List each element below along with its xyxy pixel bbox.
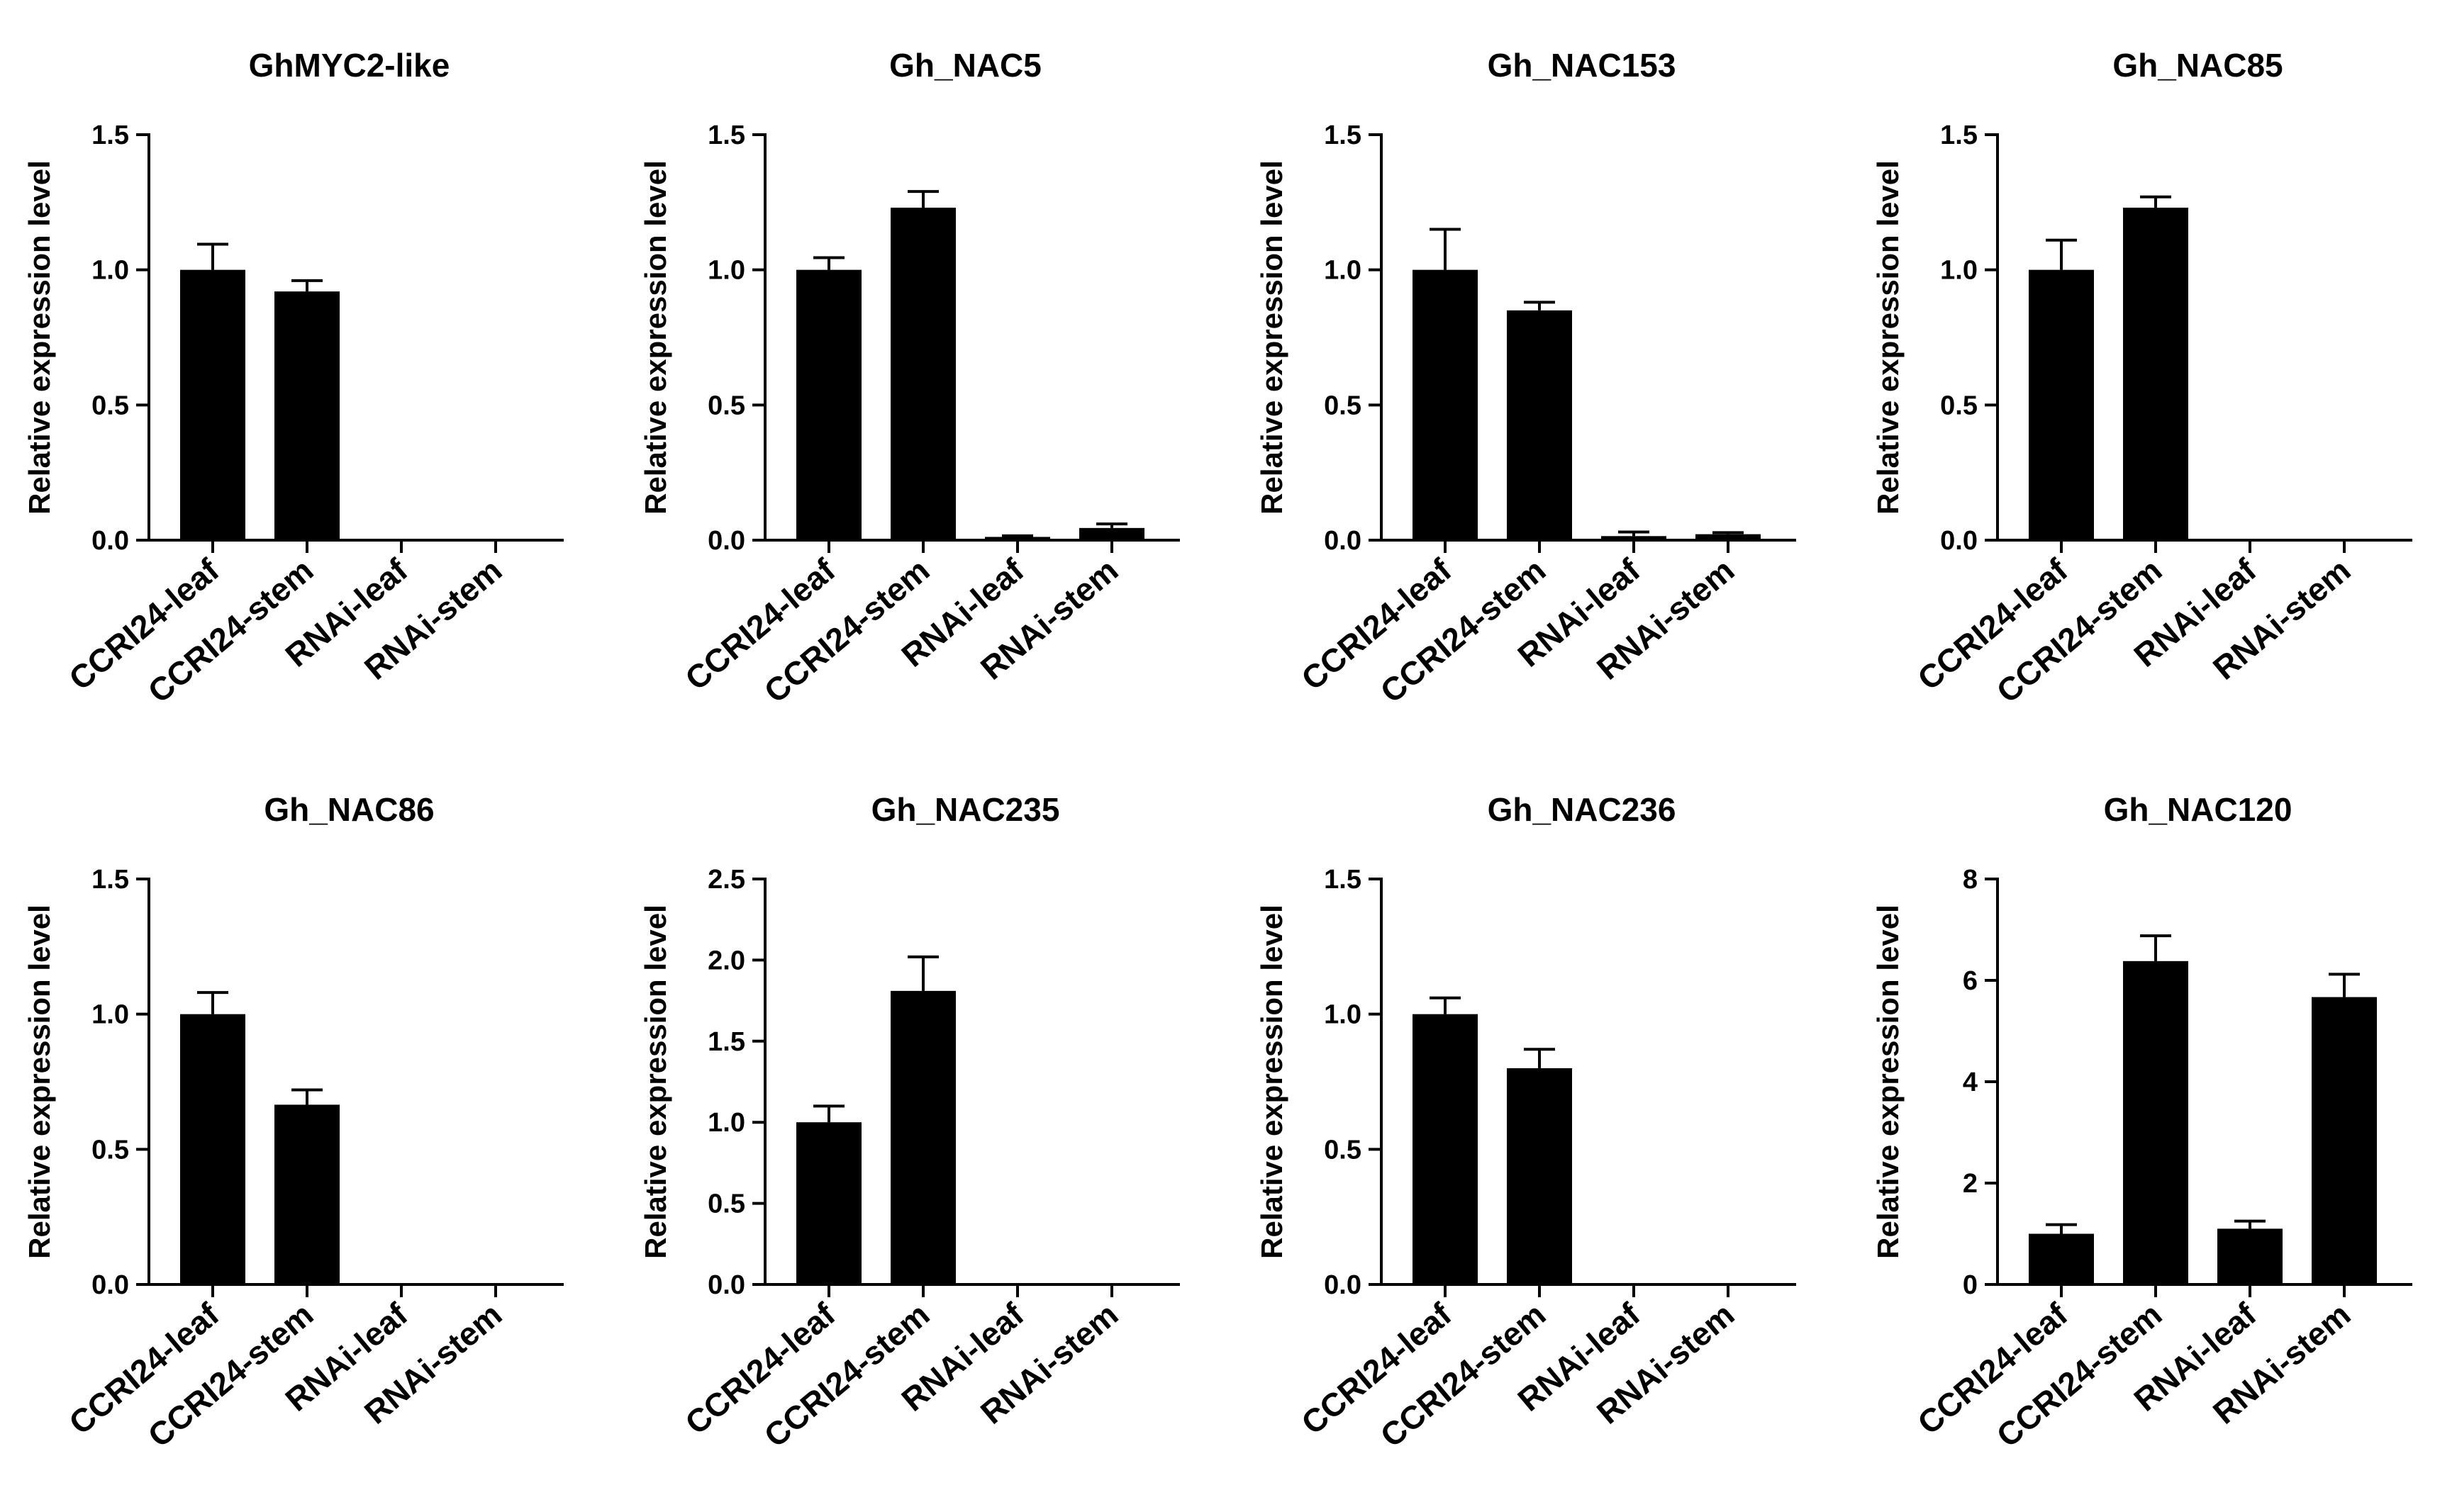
y-axis-label: Relative expression level bbox=[1871, 905, 1905, 1259]
bar bbox=[1413, 269, 1478, 540]
bar bbox=[1507, 1068, 1572, 1284]
x-tick-label: CCRI24-stem bbox=[757, 1296, 937, 1455]
y-tick-label: 2.5 bbox=[708, 865, 745, 895]
bar bbox=[180, 1014, 245, 1284]
y-tick-label: 1.0 bbox=[708, 1108, 745, 1138]
y-tick-label: 0.0 bbox=[1324, 526, 1361, 556]
chart-panel-3: Gh_NAC153 Relative expression level 0.0 0.5… bbox=[1255, 47, 1796, 710]
bar bbox=[2123, 207, 2188, 540]
chart-title: Gh_NAC85 bbox=[2112, 47, 2283, 84]
y-tick-label: 1.5 bbox=[1324, 121, 1361, 150]
y-tick-label: 0.0 bbox=[91, 1270, 129, 1300]
bar bbox=[796, 269, 862, 540]
bar bbox=[2312, 997, 2377, 1284]
x-tick-label: CCRI24-stem bbox=[1990, 551, 2169, 710]
y-tick-label: 1.5 bbox=[1940, 121, 1978, 150]
chart-panel-8: Gh_NAC120 Relative expression level 0 2 4 6 8 C… bbox=[1871, 791, 2412, 1455]
y-axis-label: Relative expression level bbox=[23, 905, 56, 1259]
y-axis-label: Relative expression level bbox=[23, 160, 56, 515]
y-tick-label: 0.5 bbox=[1324, 1135, 1361, 1165]
y-tick-label: 1.5 bbox=[708, 1027, 745, 1057]
chart-title: Gh_NAC5 bbox=[889, 47, 1042, 84]
bar bbox=[180, 269, 245, 540]
bar bbox=[1079, 527, 1144, 540]
bar bbox=[2217, 1228, 2283, 1284]
y-tick-label: 8 bbox=[1963, 865, 1978, 895]
y-axis-label: Relative expression level bbox=[1255, 905, 1288, 1259]
bar bbox=[1507, 310, 1572, 540]
bar bbox=[1601, 536, 1666, 540]
x-tick-label: CCRI24-stem bbox=[757, 551, 937, 710]
bar bbox=[2029, 1233, 2094, 1284]
y-tick-label: 1.0 bbox=[708, 256, 745, 286]
x-tick-label: CCRI24-stem bbox=[141, 1296, 321, 1455]
y-axis-label: Relative expression level bbox=[1871, 160, 1905, 515]
y-tick-label: 0.0 bbox=[708, 1270, 745, 1300]
chart-panel-1: GhMYC2-like Relative expression level 0.0 0… bbox=[23, 47, 564, 710]
chart-panel-6: Gh_NAC235 Relative expression level 0.0 0.5… bbox=[639, 791, 1180, 1455]
y-tick-label: 1.0 bbox=[91, 1000, 129, 1030]
chart-title: Gh_NAC236 bbox=[1488, 791, 1676, 828]
y-axis-label: Relative expression level bbox=[639, 160, 672, 515]
bar bbox=[891, 990, 956, 1284]
bar bbox=[2029, 269, 2094, 540]
y-axis-label: Relative expression level bbox=[639, 905, 672, 1259]
y-tick-label: 1.0 bbox=[1324, 1000, 1361, 1030]
chart-panel-4: Gh_NAC85 Relative expression level 0.0 0.5 1… bbox=[1871, 47, 2412, 710]
y-tick-label: 0.0 bbox=[1324, 1270, 1361, 1300]
chart-title: Gh_NAC235 bbox=[871, 791, 1060, 828]
y-tick-label: 1.0 bbox=[91, 256, 129, 286]
bar bbox=[2123, 961, 2188, 1284]
chart-panel-2: Gh_NAC5 Relative expression level 0.0 0.5 1.… bbox=[639, 47, 1180, 710]
y-tick-label: 0.0 bbox=[91, 526, 129, 556]
y-tick-label: 0 bbox=[1963, 1270, 1978, 1300]
chart-panel-5: Gh_NAC86 Relative expression level 0.0 0.5 1… bbox=[23, 791, 564, 1455]
x-tick-label: CCRI24-stem bbox=[1374, 1296, 1553, 1455]
y-tick-label: 1.5 bbox=[91, 865, 129, 895]
y-tick-label: 0.0 bbox=[708, 526, 745, 556]
bar bbox=[1413, 1014, 1478, 1284]
x-tick-label: CCRI24-stem bbox=[1374, 551, 1553, 710]
bar bbox=[274, 1104, 340, 1284]
y-tick-label: 2.0 bbox=[708, 946, 745, 975]
bar bbox=[796, 1122, 862, 1284]
y-tick-label: 1.0 bbox=[1324, 256, 1361, 286]
bar bbox=[1695, 534, 1761, 540]
y-tick-label: 0.5 bbox=[708, 1189, 745, 1219]
chart-title: Gh_NAC120 bbox=[2104, 791, 2292, 828]
y-tick-label: 1.5 bbox=[708, 121, 745, 150]
x-tick-label: CCRI24-stem bbox=[1990, 1296, 2169, 1455]
y-tick-label: 0.5 bbox=[708, 391, 745, 420]
y-tick-label: 1.0 bbox=[1940, 256, 1978, 286]
chart-title: GhMYC2-like bbox=[249, 47, 450, 84]
y-tick-label: 2 bbox=[1963, 1169, 1978, 1199]
y-tick-label: 1.5 bbox=[91, 121, 129, 150]
y-tick-label: 0.0 bbox=[1940, 526, 1978, 556]
chart-title: Gh_NAC86 bbox=[264, 791, 434, 828]
y-axis-label: Relative expression level bbox=[1255, 160, 1288, 515]
chart-panel-7: Gh_NAC236 Relative expression level 0.0 0.5… bbox=[1255, 791, 1796, 1455]
y-tick-label: 0.5 bbox=[1940, 391, 1978, 420]
x-tick-label: CCRI24-stem bbox=[141, 551, 321, 710]
y-tick-label: 6 bbox=[1963, 966, 1978, 996]
y-tick-label: 0.5 bbox=[91, 1135, 129, 1165]
y-tick-label: 0.5 bbox=[91, 391, 129, 420]
bar bbox=[891, 207, 956, 540]
y-tick-label: 0.5 bbox=[1324, 391, 1361, 420]
y-tick-label: 4 bbox=[1963, 1068, 1978, 1097]
bar bbox=[985, 537, 1050, 540]
y-tick-label: 1.5 bbox=[1324, 865, 1361, 895]
chart-title: Gh_NAC153 bbox=[1488, 47, 1676, 84]
bar bbox=[274, 291, 340, 540]
